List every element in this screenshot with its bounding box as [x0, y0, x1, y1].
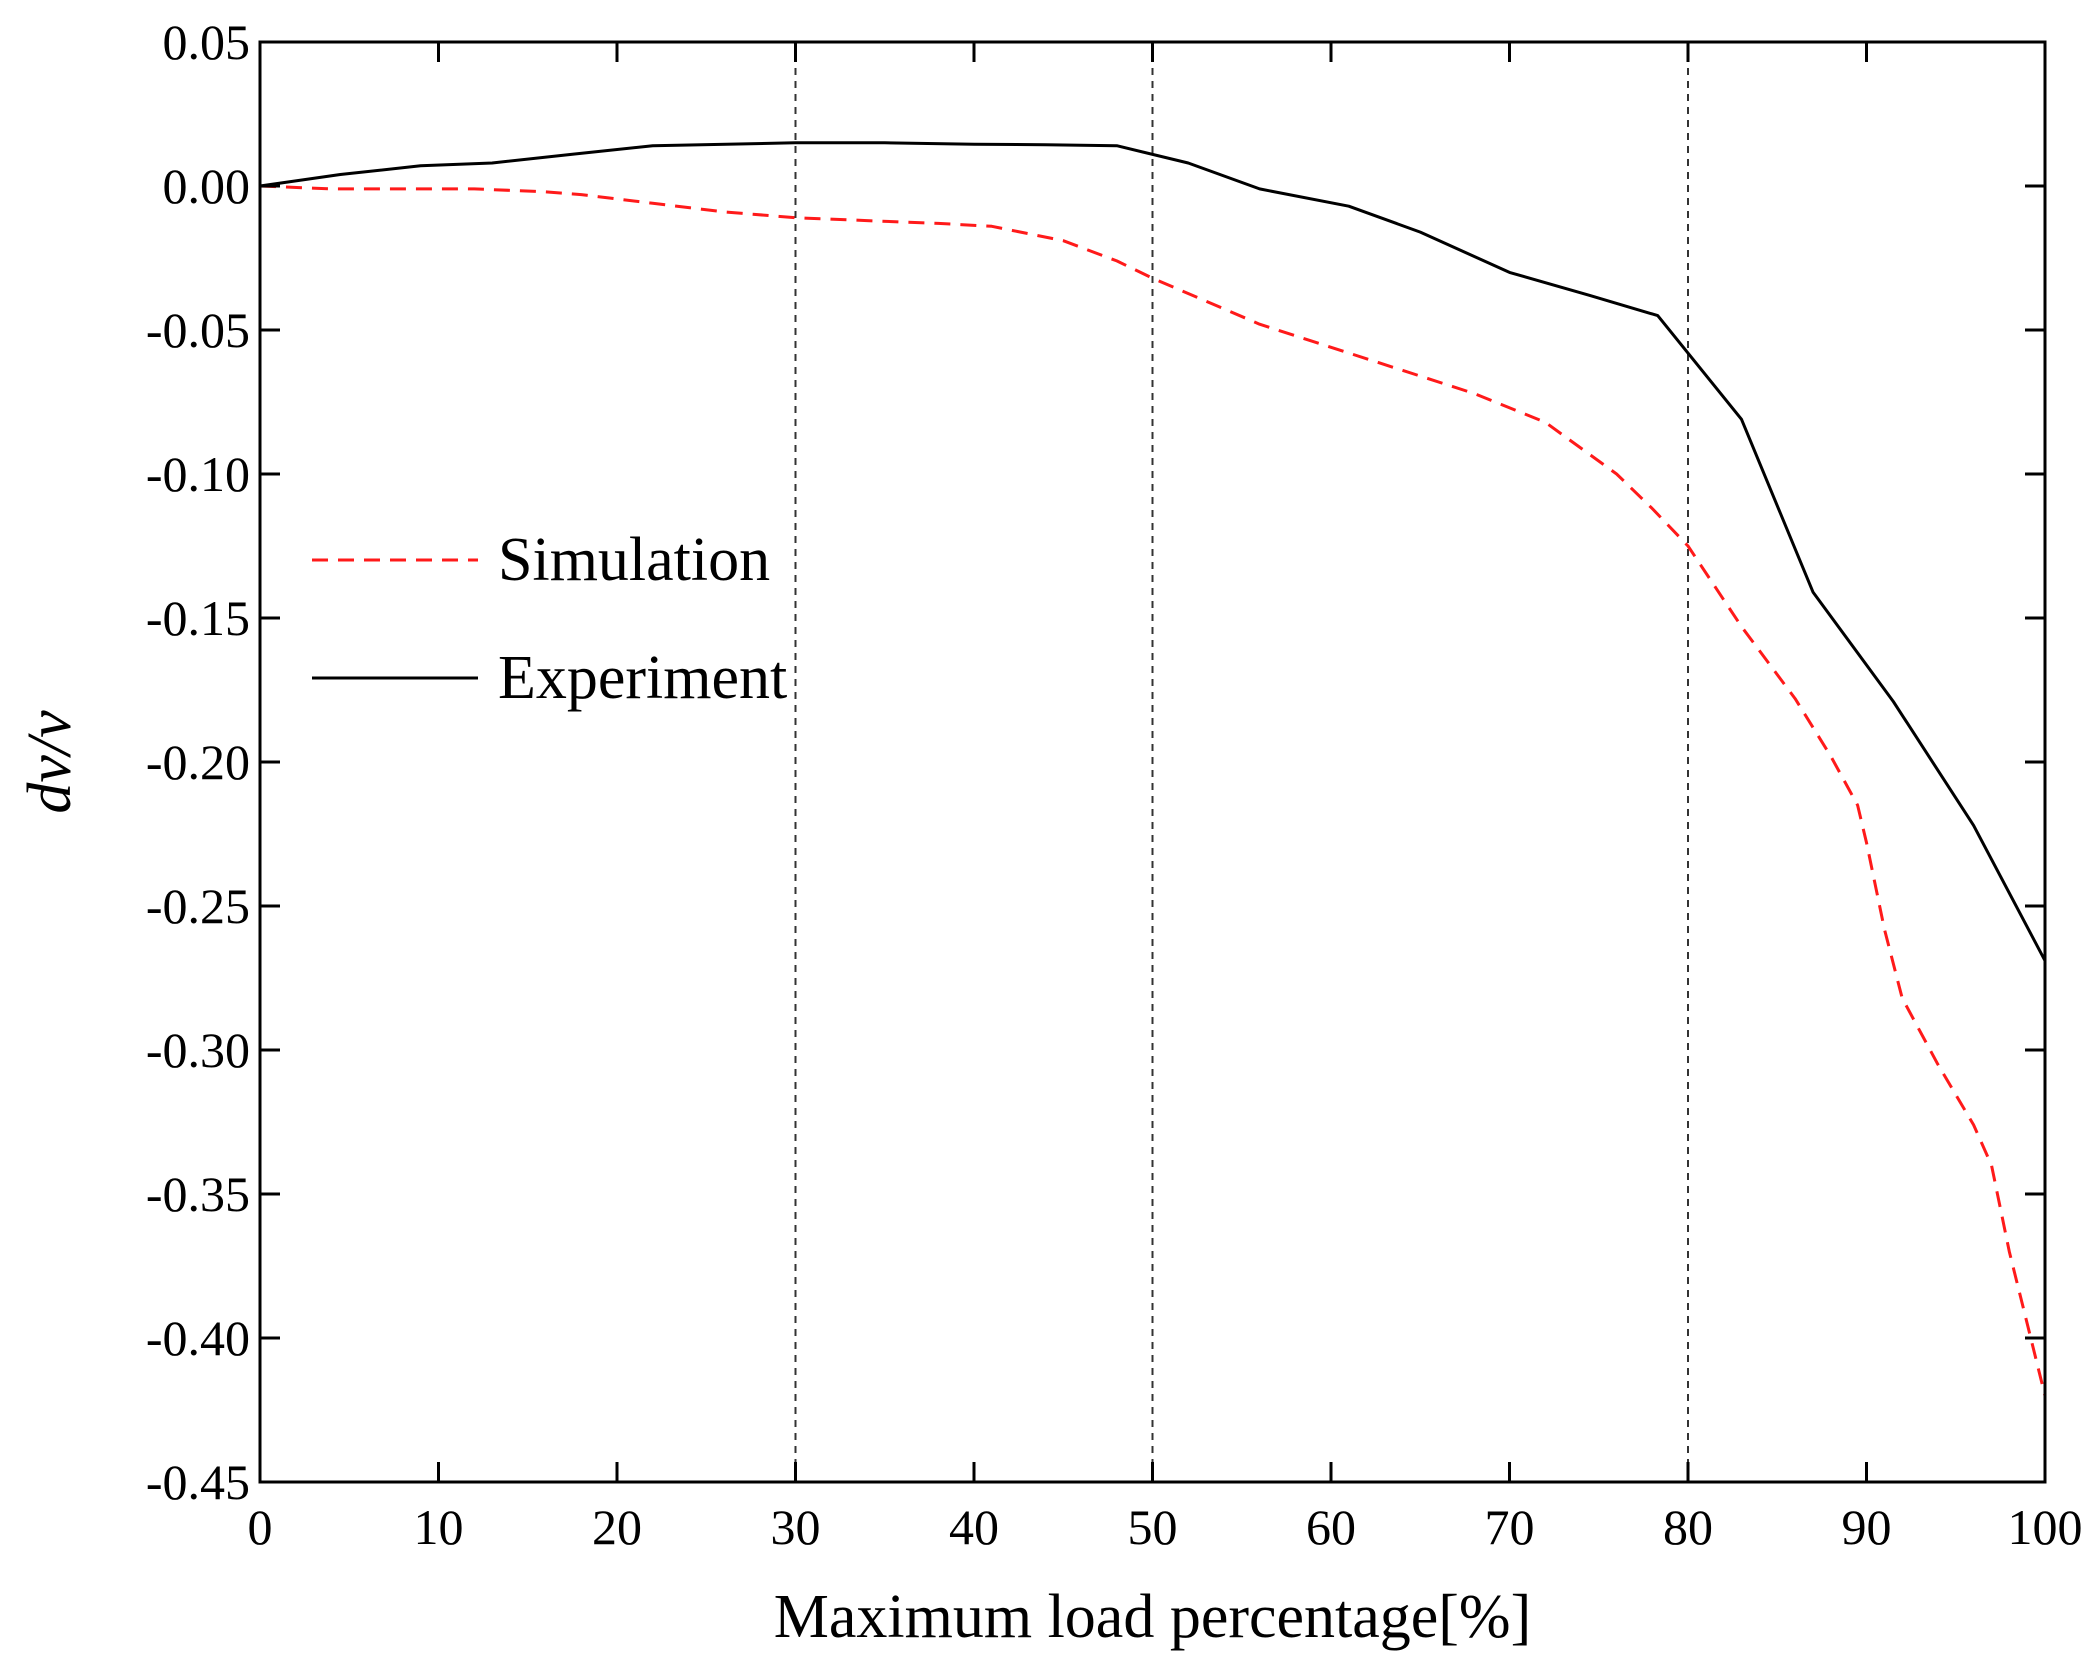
y-tick-label: 0.05: [163, 14, 251, 70]
tick-labels: 0 10 20 30 40 50 60 70 80 90 100 0.05 0.00 -0.05 -0.10…: [146, 14, 2083, 1555]
series-layer: [259, 141, 2047, 1396]
x-tick-label: 30: [771, 1499, 821, 1555]
x-tick-label: 10: [414, 1499, 464, 1555]
legend: Simulation Experiment: [312, 526, 787, 712]
y-tick-label: -0.40: [146, 1310, 250, 1366]
legend-label-experiment: Experiment: [498, 644, 787, 712]
y-tick-label: -0.35: [146, 1166, 250, 1222]
x-tick-label: 70: [1485, 1499, 1535, 1555]
x-axis-title: Maximum load percentage[%]: [774, 1583, 1531, 1651]
y-tick-label: -0.10: [146, 446, 250, 502]
y-tick-label: -0.25: [146, 878, 250, 934]
reference-lines: [794, 42, 1689, 1482]
x-tick-label: 0: [248, 1499, 273, 1555]
y-tick-label: -0.20: [146, 734, 250, 790]
x-tick-label: 80: [1663, 1499, 1713, 1555]
y-tick-label: 0.00: [163, 158, 251, 214]
series-line-experiment: [259, 141, 2047, 962]
x-tick-label: 50: [1128, 1499, 1178, 1555]
y-tick-label: -0.15: [146, 590, 250, 646]
x-tick-label: 100: [2008, 1499, 2083, 1555]
y-axis-title: dv/v: [16, 710, 84, 814]
x-tick-label: 40: [949, 1499, 999, 1555]
axis-ticks: [258, 40, 2047, 1484]
x-tick-label: 90: [1842, 1499, 1892, 1555]
y-tick-label: -0.05: [146, 302, 250, 358]
y-tick-label: -0.30: [146, 1022, 250, 1078]
y-tick-label: -0.45: [146, 1454, 250, 1510]
legend-label-simulation: Simulation: [498, 526, 770, 594]
x-tick-label: 60: [1306, 1499, 1356, 1555]
x-tick-label: 20: [592, 1499, 642, 1555]
series-line-simulation: [259, 184, 2047, 1396]
